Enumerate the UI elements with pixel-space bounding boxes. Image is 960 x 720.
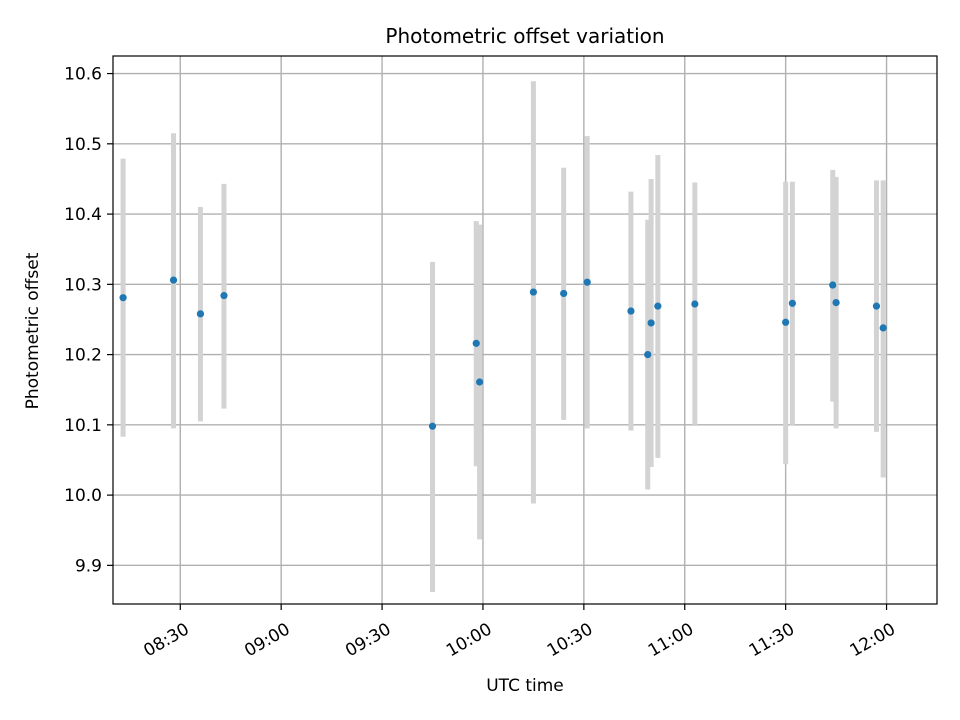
data-point bbox=[829, 281, 837, 289]
chart-title: Photometric offset variation bbox=[385, 24, 664, 48]
data-point bbox=[119, 294, 127, 302]
data-points bbox=[119, 276, 887, 430]
data-point bbox=[529, 288, 538, 296]
data-point bbox=[560, 289, 568, 298]
y-tick-label: 10.2 bbox=[64, 346, 102, 366]
data-point bbox=[583, 278, 591, 286]
y-tick-label: 10.6 bbox=[64, 65, 102, 85]
plot-frame bbox=[112, 55, 938, 605]
data-point bbox=[691, 300, 699, 308]
data-point bbox=[472, 339, 480, 347]
data-point bbox=[788, 299, 796, 307]
data-point bbox=[169, 276, 178, 284]
y-axis-title: Photometric offset bbox=[23, 252, 43, 409]
y-tick-label: 10.1 bbox=[64, 416, 102, 436]
data-point bbox=[627, 307, 635, 315]
y-tick-label: 10.3 bbox=[64, 275, 102, 295]
data-point bbox=[428, 422, 437, 430]
y-axis-ticks: 9.9 10.0 10.1 10.2 10.3 10.4 10.5 10.6 bbox=[64, 65, 113, 576]
data-point bbox=[220, 291, 228, 300]
data-point bbox=[879, 324, 887, 332]
y-tick-label: 10.5 bbox=[64, 135, 102, 155]
data-point bbox=[644, 350, 652, 359]
data-point bbox=[196, 310, 205, 318]
grid bbox=[113, 56, 937, 604]
data-point bbox=[832, 299, 840, 307]
data-point bbox=[654, 302, 662, 310]
y-tick-label: 10.0 bbox=[64, 486, 102, 506]
data-point bbox=[475, 378, 484, 386]
y-tick-label: 9.9 bbox=[75, 556, 102, 576]
data-point bbox=[647, 319, 655, 327]
y-tick-label: 10.4 bbox=[64, 205, 102, 225]
data-point bbox=[872, 302, 881, 310]
x-axis-title: UTC time bbox=[486, 676, 564, 696]
data-point bbox=[782, 318, 790, 326]
